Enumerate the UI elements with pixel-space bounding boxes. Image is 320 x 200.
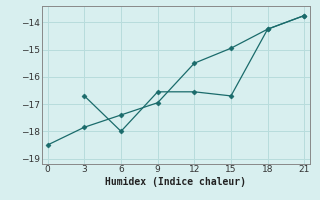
X-axis label: Humidex (Indice chaleur): Humidex (Indice chaleur) <box>106 177 246 187</box>
